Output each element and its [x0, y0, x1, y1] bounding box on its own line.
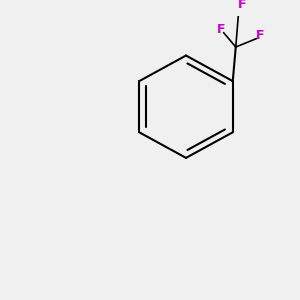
Text: F: F — [238, 0, 246, 11]
Text: F: F — [217, 23, 225, 37]
Text: F: F — [256, 29, 264, 42]
